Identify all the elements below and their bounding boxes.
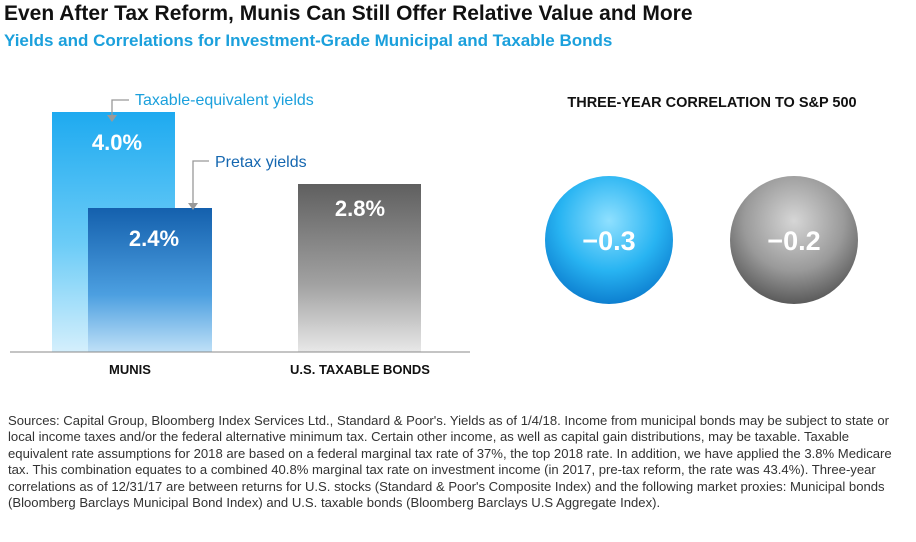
correlation-value-munis: −0.3	[582, 226, 635, 256]
callout-pretax: Pretax yields	[188, 154, 307, 210]
callout-line-pretax	[192, 160, 209, 204]
data-label-munis-taxable-equivalent: 4.0%	[92, 130, 142, 155]
source-footnote: Sources: Capital Group, Bloomberg Index …	[8, 413, 892, 511]
data-label-munis-pretax: 2.4%	[129, 226, 179, 251]
correlation-value-taxable-bonds: −0.2	[767, 226, 820, 256]
category-label-taxable-bonds: U.S. TAXABLE BONDS	[290, 362, 430, 377]
correlation-bubble-munis	[545, 176, 673, 304]
legend-pretax-yields: Pretax yields	[215, 154, 307, 171]
callout-arrow-pretax	[188, 203, 198, 210]
callout-taxable-equivalent: Taxable-equivalent yields	[107, 92, 314, 122]
chart-title: Even After Tax Reform, Munis Can Still O…	[4, 2, 693, 25]
callout-arrow-taxable-equivalent	[107, 115, 117, 122]
category-label-munis: MUNIS	[109, 362, 151, 377]
chart-subtitle: Yields and Correlations for Investment-G…	[4, 31, 613, 50]
bar-munis-pretax	[88, 208, 212, 352]
correlation-title: THREE-YEAR CORRELATION TO S&P 500	[567, 95, 856, 111]
correlation-bubble-taxable-bonds	[730, 176, 858, 304]
bar-taxable-bonds-pretax	[298, 184, 421, 352]
chart-area: 4.0% 2.4% 2.8% MUNIS U.S. TAXABLE BONDS …	[10, 92, 858, 377]
data-label-taxable-bonds: 2.8%	[335, 196, 385, 221]
legend-taxable-equivalent-yields: Taxable-equivalent yields	[135, 92, 314, 109]
callout-line-taxable-equivalent	[111, 99, 129, 116]
